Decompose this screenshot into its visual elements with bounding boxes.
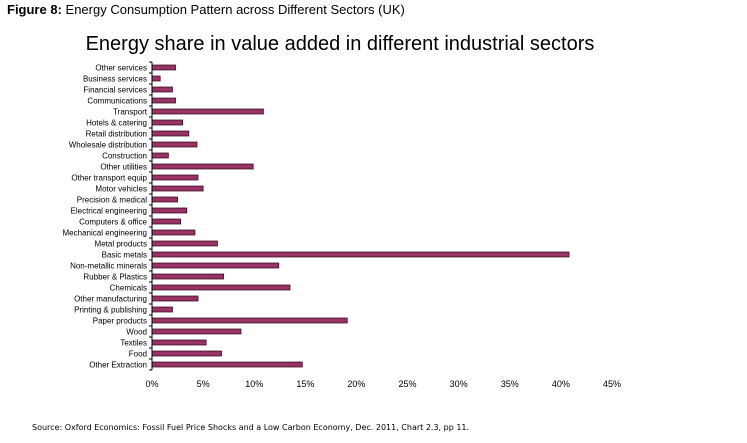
x-tick-label: 10% (245, 379, 263, 389)
bar (151, 86, 173, 93)
bar (151, 317, 348, 324)
bar (151, 163, 254, 170)
bar (151, 251, 570, 258)
bar (151, 229, 196, 236)
category-label: Other services (95, 64, 147, 73)
x-tick-label: 40% (552, 379, 570, 389)
x-tick-label: 0% (145, 379, 158, 389)
bar (151, 75, 161, 82)
category-label: Motor vehicles (95, 185, 147, 194)
category-label: Construction (102, 152, 147, 161)
bar (151, 306, 173, 313)
bar (151, 152, 169, 159)
bar (151, 108, 264, 115)
bars-group (151, 64, 570, 368)
figure-caption-label: Figure 8: (7, 2, 62, 17)
category-label: Financial services (83, 86, 147, 95)
bar (151, 328, 242, 335)
bar (151, 218, 182, 225)
category-label: Retail distribution (86, 130, 147, 139)
category-label: Transport (113, 108, 148, 117)
x-tick-label: 25% (399, 379, 417, 389)
category-label: Food (129, 350, 147, 359)
x-tick-labels-group: 0% 5% 10% 15% 20% 25% 30% 35% 40% 45% (145, 379, 621, 389)
bar (151, 262, 280, 269)
bar (151, 174, 199, 181)
bar (151, 130, 190, 137)
bar (151, 97, 176, 104)
category-label: Communications (87, 97, 147, 106)
axes-group (149, 61, 153, 371)
category-labels-group: Other services Business services Financial… (63, 64, 148, 370)
x-tick-label: 15% (296, 379, 314, 389)
bar (151, 295, 199, 302)
x-tick-label: 20% (347, 379, 365, 389)
x-tick-label: 30% (450, 379, 468, 389)
category-label: Hotels & catering (86, 119, 147, 128)
bar (151, 273, 224, 280)
bar (151, 284, 291, 291)
category-label: Wood (126, 328, 147, 337)
category-label: Chemicals (110, 284, 147, 293)
category-label: Business services (83, 75, 147, 84)
category-label: Rubber & Plastics (83, 273, 147, 282)
category-label: Other utilities (100, 163, 147, 172)
bar (151, 361, 303, 368)
figure-caption: Figure 8: Energy Consumption Pattern acr… (7, 2, 405, 17)
category-label: Electrical engineering (71, 207, 148, 216)
category-label: Non-metallic minerals (70, 262, 147, 271)
figure-caption-text: Energy Consumption Pattern across Differ… (65, 2, 405, 17)
x-tick-label: 35% (501, 379, 519, 389)
category-label: Printing & publishing (74, 306, 147, 315)
bar (151, 64, 176, 71)
category-label: Precision & medical (77, 196, 147, 205)
bar (151, 196, 178, 203)
bar (151, 339, 207, 346)
category-label: Other manufacturing (74, 295, 147, 304)
category-label: Mechanical engineering (63, 229, 148, 238)
category-label: Other Extraction (89, 361, 147, 370)
x-tick-label: 5% (197, 379, 210, 389)
source-note: Source: Oxford Economics: Fossil Fuel Pr… (32, 423, 470, 432)
bar (151, 207, 188, 214)
bar (151, 185, 204, 192)
bar (151, 119, 184, 126)
x-tick-label: 45% (603, 379, 621, 389)
bar (151, 141, 198, 148)
category-label: Wholesale distribution (69, 141, 147, 150)
category-label: Textiles (120, 339, 147, 348)
bar (151, 240, 218, 247)
category-label: Computers & office (79, 218, 147, 227)
category-label: Metal products (95, 240, 147, 249)
chart-title: Energy share in value added in different… (85, 33, 595, 55)
bar (151, 350, 222, 357)
category-label: Other transport equip (71, 174, 147, 183)
category-label: Basic metals (102, 251, 147, 260)
category-label: Paper products (93, 317, 147, 326)
